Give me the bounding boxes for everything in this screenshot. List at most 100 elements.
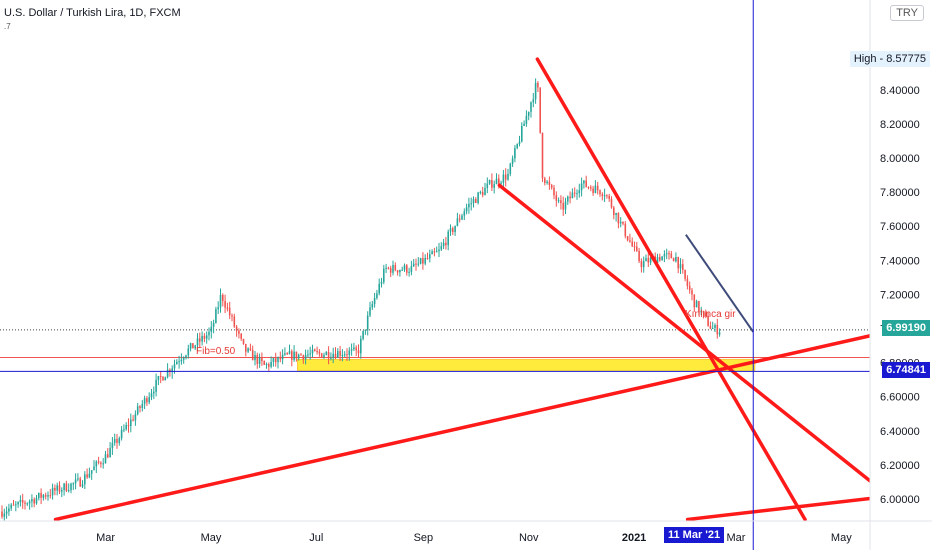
- candle-body: [383, 268, 385, 283]
- candle-body: [661, 256, 663, 261]
- candle-body: [677, 256, 679, 269]
- candle-body: [514, 148, 516, 159]
- candle-body: [401, 269, 403, 271]
- last-price-label: 6.99190: [882, 320, 930, 336]
- candle-body: [438, 249, 440, 252]
- candle-body: [254, 355, 256, 361]
- candle-body: [452, 228, 454, 233]
- candle-body: [592, 188, 594, 193]
- candle-body: [208, 331, 210, 336]
- candle-body: [311, 349, 314, 354]
- candle-body: [504, 174, 507, 180]
- candle-body: [309, 353, 311, 355]
- candle-body: [693, 294, 696, 308]
- candle-body: [348, 350, 351, 355]
- x-tick-label: 2021: [622, 532, 646, 544]
- candle-body: [355, 347, 357, 351]
- candle-body: [40, 492, 42, 498]
- candle-body: [247, 348, 249, 352]
- candle-body: [590, 187, 592, 189]
- candle-body: [580, 183, 583, 191]
- candle-body: [399, 270, 401, 273]
- candle-body: [19, 500, 22, 503]
- candle-body: [610, 198, 613, 208]
- candle-body: [709, 326, 712, 329]
- candle-body: [173, 364, 176, 369]
- candle-body: [516, 144, 518, 149]
- y-tick-label: 6.20000: [880, 460, 920, 472]
- candle-body: [613, 207, 615, 216]
- candle-body: [493, 184, 495, 188]
- candle-body: [316, 351, 318, 353]
- candle-body: [33, 499, 35, 504]
- candle-body: [288, 351, 291, 355]
- candle-body: [435, 251, 438, 253]
- candle-body: [88, 473, 91, 478]
- candle-body: [72, 483, 75, 485]
- candle-body: [3, 513, 6, 517]
- candle-body: [640, 261, 643, 268]
- candle-body: [171, 368, 173, 373]
- candle-body: [210, 326, 213, 332]
- candle-body: [291, 351, 293, 360]
- candle-body: [116, 438, 118, 443]
- candle-body: [219, 294, 222, 308]
- candle-body: [187, 348, 190, 356]
- candle-body: [412, 263, 415, 267]
- candle-body: [339, 351, 341, 356]
- candle-body: [162, 376, 164, 381]
- candle-body: [380, 282, 383, 284]
- candle-body: [525, 115, 528, 124]
- candle-body: [507, 173, 509, 180]
- candle-body: [521, 125, 523, 142]
- candle-body: [256, 355, 259, 364]
- candle-body: [576, 193, 578, 195]
- candle-body: [15, 504, 17, 506]
- candle-body: [222, 294, 224, 301]
- candle-body: [268, 364, 270, 367]
- candle-body: [132, 419, 134, 421]
- candle-body: [567, 196, 569, 202]
- candle-body: [286, 353, 288, 355]
- candle-body: [125, 425, 127, 430]
- currency-button[interactable]: TRY: [890, 5, 924, 21]
- candle-body: [155, 379, 157, 392]
- candle-body: [682, 264, 684, 270]
- candle-body: [343, 354, 346, 356]
- candle-body: [527, 111, 530, 116]
- candle-body: [325, 351, 328, 356]
- candle-body: [530, 102, 532, 112]
- candle-body: [679, 264, 682, 269]
- candle-body: [251, 349, 254, 361]
- candle-body: [297, 354, 300, 359]
- candle-body: [249, 348, 252, 350]
- y-tick-label: 7.60000: [880, 221, 920, 233]
- candle-body: [424, 257, 426, 264]
- candle-body: [659, 257, 661, 261]
- candle-body: [97, 461, 100, 463]
- candle-body: [481, 192, 484, 196]
- x-tick-label: Nov: [519, 532, 539, 544]
- candle-body: [104, 454, 107, 464]
- x-tick-label: Sep: [414, 532, 434, 544]
- candle-body: [240, 333, 242, 339]
- trendline-group: [53, 57, 870, 521]
- candle-body: [332, 353, 334, 358]
- candle-body: [318, 351, 321, 354]
- candle-body: [633, 246, 636, 248]
- candle-body: [123, 429, 125, 431]
- x-tick-label: May: [201, 532, 222, 544]
- candle-body: [337, 351, 339, 358]
- candle-body: [265, 364, 268, 366]
- candle-body: [477, 192, 479, 203]
- candle-body: [217, 307, 219, 310]
- candle-body: [668, 253, 670, 255]
- candle-body: [5, 511, 8, 514]
- candle-body: [518, 141, 521, 145]
- candle-body: [479, 192, 482, 194]
- candle-body: [63, 483, 65, 490]
- candle-body: [688, 285, 691, 291]
- x-tick-label: Mar: [726, 532, 745, 544]
- candle-body: [90, 470, 93, 474]
